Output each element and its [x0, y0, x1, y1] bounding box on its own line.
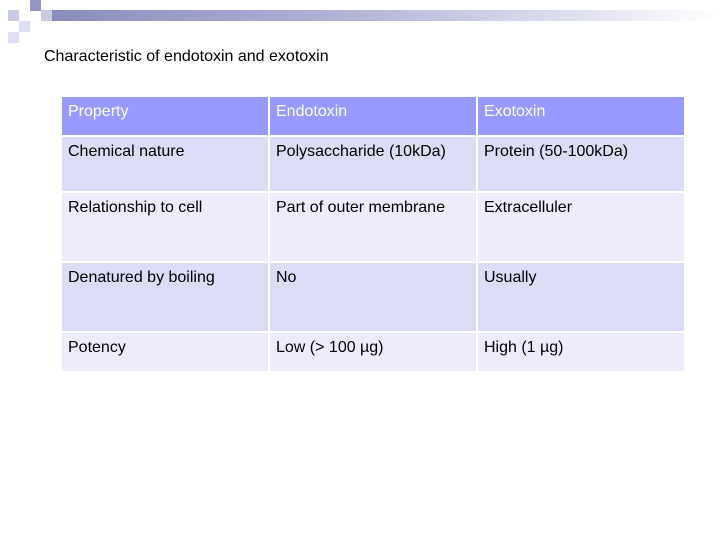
decorative-square: [30, 0, 41, 11]
cell-exotoxin: Usually: [476, 261, 686, 333]
cell-property: Chemical nature: [60, 135, 270, 193]
cell-endotoxin: Polysaccharide (10kDa): [268, 135, 478, 193]
header-endotoxin: Endotoxin: [268, 95, 478, 137]
decorative-square: [8, 10, 19, 21]
cell-exotoxin: Protein (50-100kDa): [476, 135, 686, 193]
table-row: Denatured by boiling No Usually: [60, 261, 686, 333]
header-property: Property: [60, 95, 270, 137]
table-header-row: Property Endotoxin Exotoxin: [60, 95, 686, 137]
cell-property: Denatured by boiling: [60, 261, 270, 333]
slide-title: Characteristic of endotoxin and exotoxin: [44, 48, 329, 65]
table-row: Relationship to cell Part of outer membr…: [60, 191, 686, 263]
decorative-square: [8, 32, 19, 43]
cell-property: Potency: [60, 331, 270, 373]
cell-endotoxin: No: [268, 261, 478, 333]
cell-endotoxin: Part of outer membrane: [268, 191, 478, 263]
toxin-comparison-table: Property Endotoxin Exotoxin Chemical nat…: [60, 95, 686, 373]
decorative-gradient-bar: [52, 10, 720, 21]
cell-property: Relationship to cell: [60, 191, 270, 263]
cell-endotoxin: Low (> 100 µg): [268, 331, 478, 373]
table-row: Chemical nature Polysaccharide (10kDa) P…: [60, 135, 686, 193]
header-exotoxin: Exotoxin: [476, 95, 686, 137]
decorative-square: [19, 21, 30, 32]
cell-exotoxin: High (1 µg): [476, 331, 686, 373]
cell-exotoxin: Extracelluler: [476, 191, 686, 263]
table-row: Potency Low (> 100 µg) High (1 µg): [60, 331, 686, 373]
decorative-square: [41, 10, 52, 21]
